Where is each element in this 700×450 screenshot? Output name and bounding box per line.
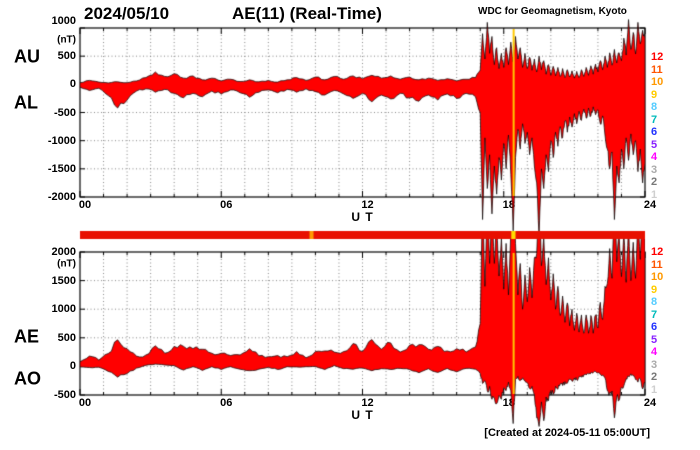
- station-number: 1: [651, 384, 658, 396]
- source-credit: WDC for Geomagnetism, Kyoto: [478, 6, 627, 17]
- station-number: 5: [651, 333, 658, 346]
- y-tick-label: -2000: [47, 191, 76, 203]
- created-timestamp: [Created at 2024-05-11 05:00UT]: [484, 427, 650, 439]
- y-tick-label: 2000: [51, 246, 76, 258]
- station-number: 10: [651, 76, 664, 89]
- station-number: 7: [651, 113, 658, 126]
- y-axis-unit: (nT): [57, 34, 76, 46]
- plot-date: 2024/05/10: [84, 4, 170, 23]
- station-number: 3: [651, 163, 658, 176]
- index-label-ao: AO: [14, 368, 41, 389]
- station-number: 8: [651, 101, 658, 114]
- station-number: 6: [651, 321, 658, 334]
- index-label-ae: AE: [14, 326, 40, 347]
- x-tick-label: 00: [78, 199, 92, 211]
- y-tick-label: 1000: [51, 303, 76, 316]
- index-label-au: AU: [14, 46, 40, 67]
- station-number: 3: [651, 358, 658, 371]
- station-number: 12: [651, 51, 664, 63]
- station-number: 11: [651, 258, 663, 271]
- x-tick-label: 00: [78, 397, 92, 409]
- station-number: 4: [651, 346, 658, 359]
- station-number: 9: [651, 88, 658, 101]
- x-tick-label: 06: [220, 397, 233, 409]
- station-number: 12: [651, 246, 664, 258]
- station-number: 11: [651, 63, 663, 76]
- x-tick-label: 06: [220, 199, 233, 211]
- station-number: 1: [651, 189, 658, 201]
- x-tick-label: 18: [502, 397, 515, 409]
- station-number: 2: [651, 371, 658, 384]
- y-tick-label: 0: [69, 78, 76, 91]
- y-tick-label: -500: [53, 389, 76, 401]
- x-tick-label: 24: [643, 397, 657, 409]
- y-tick-label: 1000: [51, 15, 76, 27]
- x-axis-label: U T: [351, 408, 374, 422]
- x-axis-label: U T: [351, 210, 374, 224]
- station-number: 6: [651, 126, 658, 139]
- y-tick-label: -1500: [47, 162, 76, 175]
- station-number: 10: [651, 271, 664, 284]
- station-number: 2: [651, 176, 658, 189]
- y-tick-label: 1500: [51, 274, 76, 287]
- station-number: 4: [651, 151, 658, 164]
- plot-title: AE(11) (Real-Time): [232, 4, 382, 23]
- x-tick-label: 18: [502, 199, 515, 211]
- station-number: 7: [651, 308, 658, 321]
- station-number: 8: [651, 296, 658, 309]
- y-tick-label: -1000: [47, 134, 76, 147]
- index-label-al: AL: [14, 92, 38, 113]
- y-axis-unit: (nT): [57, 258, 76, 270]
- station-number: 5: [651, 138, 658, 151]
- station-number: 9: [651, 283, 658, 296]
